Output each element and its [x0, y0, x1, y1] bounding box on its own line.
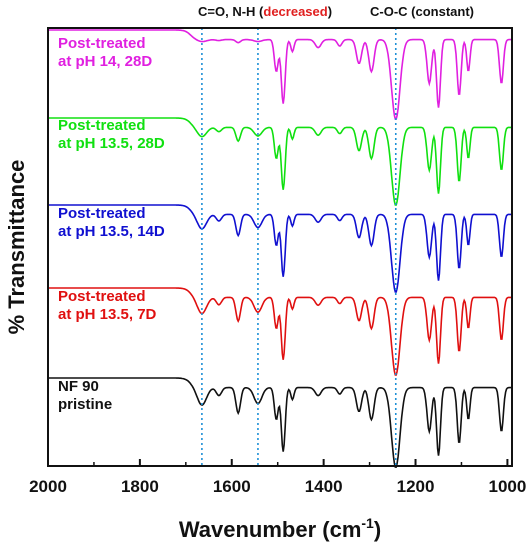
series-label-4: Post-treated at pH 13.5, 7D: [58, 288, 157, 323]
x-tick-label-3: 1600: [213, 477, 251, 496]
x-tick-label-2: 1800: [121, 477, 159, 496]
annotation-ether: C-O-C (constant): [370, 4, 474, 19]
series-line-1: [48, 29, 512, 120]
x-tick-label-6: 1000: [488, 477, 526, 496]
x-axis-title: Wavenumber (cm-1): [179, 515, 381, 542]
series-label-2: Post-treated at pH 13.5, 28D: [58, 117, 165, 152]
series-layer: [48, 29, 512, 468]
series-line-4: [48, 287, 512, 376]
series-line-5: [48, 377, 512, 468]
series-label-5: NF 90 pristine: [58, 378, 112, 413]
x-tick-label-4: 1400: [305, 477, 343, 496]
series-line-2: [48, 117, 512, 206]
reference-lines: [201, 28, 397, 466]
annotation-carbonyl: C=O, N-H (decreased): [198, 4, 332, 19]
y-axis-title: % Transmittance: [4, 160, 29, 335]
series-label-3: Post-treated at pH 13.5, 14D: [58, 205, 165, 240]
plot-frame: [47, 27, 513, 467]
x-tick-label-1: 2000: [29, 477, 67, 496]
series-labels: Post-treated at pH 14, 28D Post-treated at …: [58, 35, 165, 413]
x-tick-label-5: 1200: [397, 477, 435, 496]
x-ticks: 2000 1800 1600 1400 1200 1000: [29, 459, 526, 496]
series-label-1: Post-treated at pH 14, 28D: [58, 35, 152, 70]
series-line-3: [48, 204, 512, 293]
